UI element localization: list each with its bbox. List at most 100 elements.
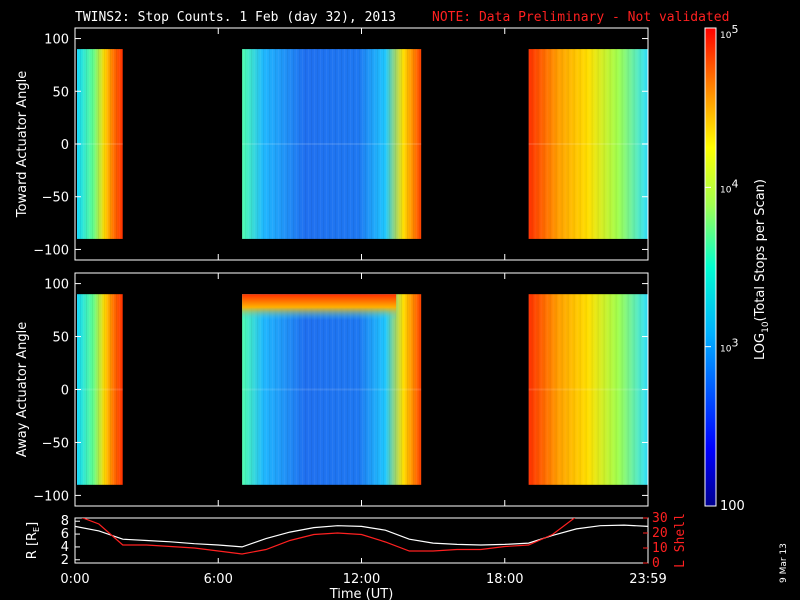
heatmap-texture-stripe — [101, 49, 102, 239]
heatmap-texture-stripe — [633, 49, 635, 239]
heatmap-zero-line — [528, 388, 648, 391]
heatmap-texture-stripe — [531, 294, 533, 485]
heatmap-texture-stripe — [597, 294, 599, 485]
heatmap-texture-stripe — [269, 49, 271, 239]
y-tick-label: 0 — [61, 384, 69, 399]
heatmap-texture-stripe — [546, 49, 548, 239]
heatmap-texture-stripe — [248, 294, 250, 485]
heatmap-texture-stripe — [314, 294, 316, 485]
heatmap-texture-stripe — [119, 294, 120, 485]
heatmap-texture-stripe — [332, 49, 334, 239]
heatmap-texture-stripe — [549, 294, 551, 485]
orbit-right-tick-label: 30 — [652, 511, 668, 526]
heatmap-texture-stripe — [311, 49, 313, 239]
heatmap-texture-stripe — [281, 294, 283, 485]
heatmap-texture-stripe — [576, 49, 578, 239]
heatmap-texture-stripe — [624, 49, 626, 239]
heatmap-texture-stripe — [296, 49, 298, 239]
heatmap-texture-stripe — [338, 294, 340, 485]
heatmap-texture-stripe — [618, 49, 620, 239]
heatmap-texture-stripe — [356, 294, 358, 485]
heatmap-texture-stripe — [371, 294, 373, 485]
heatmap-texture-stripe — [329, 49, 331, 239]
heatmap-texture-stripe — [591, 49, 593, 239]
heatmap-texture-stripe — [552, 294, 554, 485]
heatmap-data-block — [77, 294, 123, 485]
heatmap-texture-stripe — [573, 49, 575, 239]
preliminary-note: NOTE: Data Preliminary - Not validated — [432, 10, 729, 25]
heatmap-texture-stripe — [395, 49, 397, 239]
orbit-left-axis-label: R [RE] — [25, 522, 41, 559]
heatmap-texture-stripe — [344, 294, 346, 485]
heatmap-texture-stripe — [347, 49, 349, 239]
heatmap-texture-stripe — [531, 49, 533, 239]
heatmap-texture-stripe — [83, 294, 84, 485]
heatmap-texture-stripe — [528, 49, 530, 239]
heatmap-texture-stripe — [585, 294, 587, 485]
heatmap-texture-stripe — [365, 294, 367, 485]
heatmap-zero-line — [242, 143, 422, 145]
orbit-left-tick-label: 8 — [61, 514, 69, 529]
heatmap-texture-stripe — [245, 49, 247, 239]
heatmap-texture-stripe — [401, 294, 403, 485]
y-tick-label: 50 — [52, 331, 69, 346]
heatmap-texture-stripe — [242, 294, 244, 485]
heatmap-texture-stripe — [323, 49, 325, 239]
heatmap-texture-stripe — [552, 49, 554, 239]
heatmap-texture-stripe — [314, 49, 316, 239]
heatmap-texture-stripe — [257, 49, 259, 239]
heatmap-texture-stripe — [95, 294, 96, 485]
heatmap-texture-stripe — [251, 49, 253, 239]
heatmap-texture-stripe — [558, 294, 560, 485]
heatmap-texture-stripe — [92, 294, 93, 485]
heatmap-texture-stripe — [603, 49, 605, 239]
heatmap-texture-stripe — [606, 49, 608, 239]
heatmap-texture-stripe — [107, 294, 108, 485]
heatmap-texture-stripe — [266, 49, 268, 239]
heatmap-texture-stripe — [401, 49, 403, 239]
heatmap-texture-stripe — [113, 294, 114, 485]
away-angle-heatmap: 100 50 0 −50 −100 Away Actuator Angle — [15, 272, 649, 507]
heatmap-texture-stripe — [621, 294, 623, 485]
colorbar-tick-label: 105 — [720, 23, 738, 41]
heatmap-texture-stripe — [293, 294, 295, 485]
heatmap-texture-stripe — [260, 49, 262, 239]
heatmap-texture-stripe — [83, 49, 84, 239]
heatmap-texture-stripe — [570, 294, 572, 485]
heatmap-texture-stripe — [341, 294, 343, 485]
heatmap-texture-stripe — [540, 49, 542, 239]
heatmap-texture-stripe — [407, 49, 409, 239]
y-axis-label: Toward Actuator Angle — [15, 71, 30, 218]
heatmap-texture-stripe — [410, 294, 412, 485]
heatmap-texture-stripe — [305, 294, 307, 485]
heatmap-texture-stripe — [567, 294, 569, 485]
heatmap-texture-stripe — [293, 49, 295, 239]
heatmap-texture-stripe — [609, 49, 611, 239]
heatmap-texture-stripe — [287, 294, 289, 485]
heatmap-texture-stripe — [278, 49, 280, 239]
heatmap-texture-stripe — [302, 294, 304, 485]
heatmap-texture-stripe — [386, 294, 388, 485]
heatmap-texture-stripe — [113, 49, 114, 239]
heatmap-texture-stripe — [600, 49, 602, 239]
heatmap-texture-stripe — [86, 49, 87, 239]
heatmap-texture-stripe — [588, 294, 590, 485]
chart-title: TWINS2: Stop Counts. 1 Feb (day 32), 201… — [75, 10, 396, 25]
heatmap-texture-stripe — [251, 294, 253, 485]
y-tick-label: −100 — [33, 489, 69, 504]
heatmap-texture-stripe — [383, 294, 385, 485]
heatmap-zero-line — [77, 388, 123, 391]
heatmap-texture-stripe — [86, 294, 87, 485]
heatmap-texture-stripe — [534, 294, 536, 485]
heatmap-texture-stripe — [308, 294, 310, 485]
heatmap-texture-stripe — [561, 49, 563, 239]
colorbar: 105 104 103 100 — [704, 23, 745, 514]
heatmap-texture-stripe — [335, 294, 337, 485]
heatmap-texture-stripe — [624, 294, 626, 485]
heatmap-texture-stripe — [92, 49, 93, 239]
heatmap-texture-stripe — [639, 294, 641, 485]
heatmap-texture-stripe — [377, 294, 379, 485]
heatmap-texture-stripe — [329, 294, 331, 485]
heatmap-texture-stripe — [567, 49, 569, 239]
